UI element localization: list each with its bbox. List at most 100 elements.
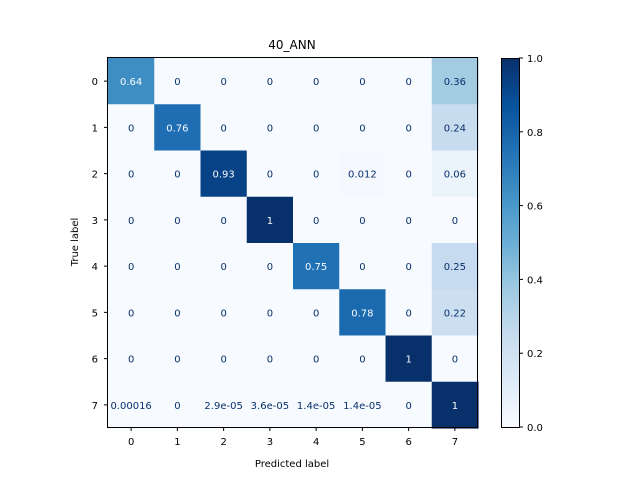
cell-value-label: 0: [267, 170, 273, 181]
cell-value-label: 0: [405, 262, 411, 273]
cell-value-label: 0: [220, 308, 226, 319]
heatmap-cell: [200, 104, 248, 152]
cell-value-label: 0.93: [212, 170, 234, 181]
cell-value-label: 0: [313, 216, 319, 227]
heatmap-cell: [154, 150, 202, 198]
cell-value-label: 0: [220, 355, 226, 366]
heatmap-cell: [431, 335, 479, 383]
x-tick-label: 5: [359, 437, 365, 448]
cell-value-label: 0: [359, 355, 365, 366]
cell-value-label: 0: [128, 123, 134, 134]
cell-value-label: 0: [267, 308, 273, 319]
heatmap-cell: [108, 243, 155, 290]
y-tick-label: 4: [92, 262, 98, 273]
colorbar: [501, 58, 519, 427]
cell-value-label: 0: [405, 77, 411, 88]
y-tick-label: 0: [92, 77, 98, 88]
colorbar-ticks: 0.0 0.2 0.4 0.6 0.8 1.0: [519, 54, 543, 434]
cell-value-label: 0: [359, 123, 365, 134]
heatmap-cell: [431, 104, 479, 152]
colorbar-tick-label: 0.4: [527, 275, 543, 286]
heatmap-cell: [246, 335, 294, 383]
x-axis-ticks: 0 1 2 3 4 5 6 7: [128, 427, 458, 448]
heatmap-cell: [200, 243, 248, 290]
x-tick-label: 6: [405, 437, 411, 448]
cell-value-label: 0: [174, 401, 180, 412]
cell-value-label: 0: [452, 216, 458, 227]
colorbar-tick-label: 1.0: [527, 54, 543, 65]
cell-value-label: 0: [174, 355, 180, 366]
cell-value-label: 0: [452, 355, 458, 366]
heatmap-cell: [108, 196, 155, 244]
x-tick-label: 3: [267, 437, 273, 448]
cell-value-label: 0: [174, 216, 180, 227]
x-axis-label: Predicted label: [255, 459, 329, 470]
cell-value-label: 1: [452, 401, 458, 412]
cell-value-label: 0: [267, 123, 273, 134]
heatmap-cell: [200, 335, 248, 383]
cell-value-label: 0: [174, 262, 180, 273]
colorbar-tick-label: 0.0: [527, 423, 543, 434]
heatmap-cells: [108, 58, 479, 429]
heatmap-cell: [293, 381, 340, 429]
heatmap-cell: [246, 289, 294, 337]
heatmap-cell: [246, 381, 294, 429]
heatmap-cell: [246, 196, 294, 244]
cell-value-label: 0: [405, 216, 411, 227]
heatmap-cell: [293, 104, 340, 152]
heatmap-cell: [200, 150, 248, 198]
heatmap-cell: [385, 104, 433, 152]
cell-value-label: 0.24: [444, 123, 466, 134]
heatmap-cell: [431, 243, 479, 290]
cell-value-label: 0: [313, 123, 319, 134]
cell-value-label: 0: [128, 308, 134, 319]
cell-value-label: 3.6e-05: [251, 401, 289, 412]
heatmap-cell: [293, 58, 340, 105]
heatmap-cell: [154, 58, 202, 105]
heatmap-cell: [339, 381, 387, 429]
cell-value-label: 0.75: [305, 262, 327, 273]
cell-value-label: 2.9e-05: [204, 401, 242, 412]
colorbar-tick-label: 0.6: [527, 202, 543, 213]
heatmap-cell: [431, 58, 479, 105]
heatmap-cell: [293, 150, 340, 198]
heatmap-cell: [108, 150, 155, 198]
heatmap-cell: [339, 289, 387, 337]
heatmap-cell: [108, 335, 155, 383]
cell-value-label: 0: [220, 262, 226, 273]
heatmap-cell: [200, 196, 248, 244]
cell-value-label: 0.00016: [110, 401, 151, 412]
chart-title: 40_ANN: [268, 38, 315, 52]
cell-value-label: 0.76: [166, 123, 188, 134]
x-tick-label: 0: [128, 437, 134, 448]
y-tick-label: 6: [92, 355, 98, 366]
heatmap-cell: [385, 381, 433, 429]
y-tick-label: 3: [92, 216, 98, 227]
x-tick-label: 1: [174, 437, 180, 448]
cell-value-label: 0: [128, 170, 134, 181]
cell-value-label: 0: [313, 170, 319, 181]
cell-value-label: 0: [174, 77, 180, 88]
heatmap-cell: [154, 243, 202, 290]
cell-value-label: 0: [405, 170, 411, 181]
x-tick-label: 2: [220, 437, 226, 448]
colorbar-tick-label: 0.2: [527, 349, 543, 360]
heatmap-cell: [385, 196, 433, 244]
heatmap-cell: [385, 289, 433, 337]
heatmap-cell: [431, 381, 479, 429]
cell-value-label: 0: [405, 123, 411, 134]
colorbar-frame: [501, 58, 520, 428]
heatmap-cell: [154, 196, 202, 244]
heatmap-cell: [246, 58, 294, 105]
cell-value-label: 0: [405, 308, 411, 319]
heatmap-cell: [339, 196, 387, 244]
cell-value-label: 1.4e-05: [343, 401, 381, 412]
y-axis-label: True label: [70, 218, 81, 268]
heatmap-cell: [385, 150, 433, 198]
plot-frame: [107, 57, 478, 428]
heatmap-cell: [339, 150, 387, 198]
heatmap-cell-labels: 0.64 0 0 0 0 0 0 0.36 0 0.76 0 0 0 0 0 0.24 0 0 0.93 0 0 0.01…: [110, 77, 466, 412]
heatmap-cell: [385, 243, 433, 290]
heatmap-cell: [246, 150, 294, 198]
heatmap-cell: [293, 289, 340, 337]
